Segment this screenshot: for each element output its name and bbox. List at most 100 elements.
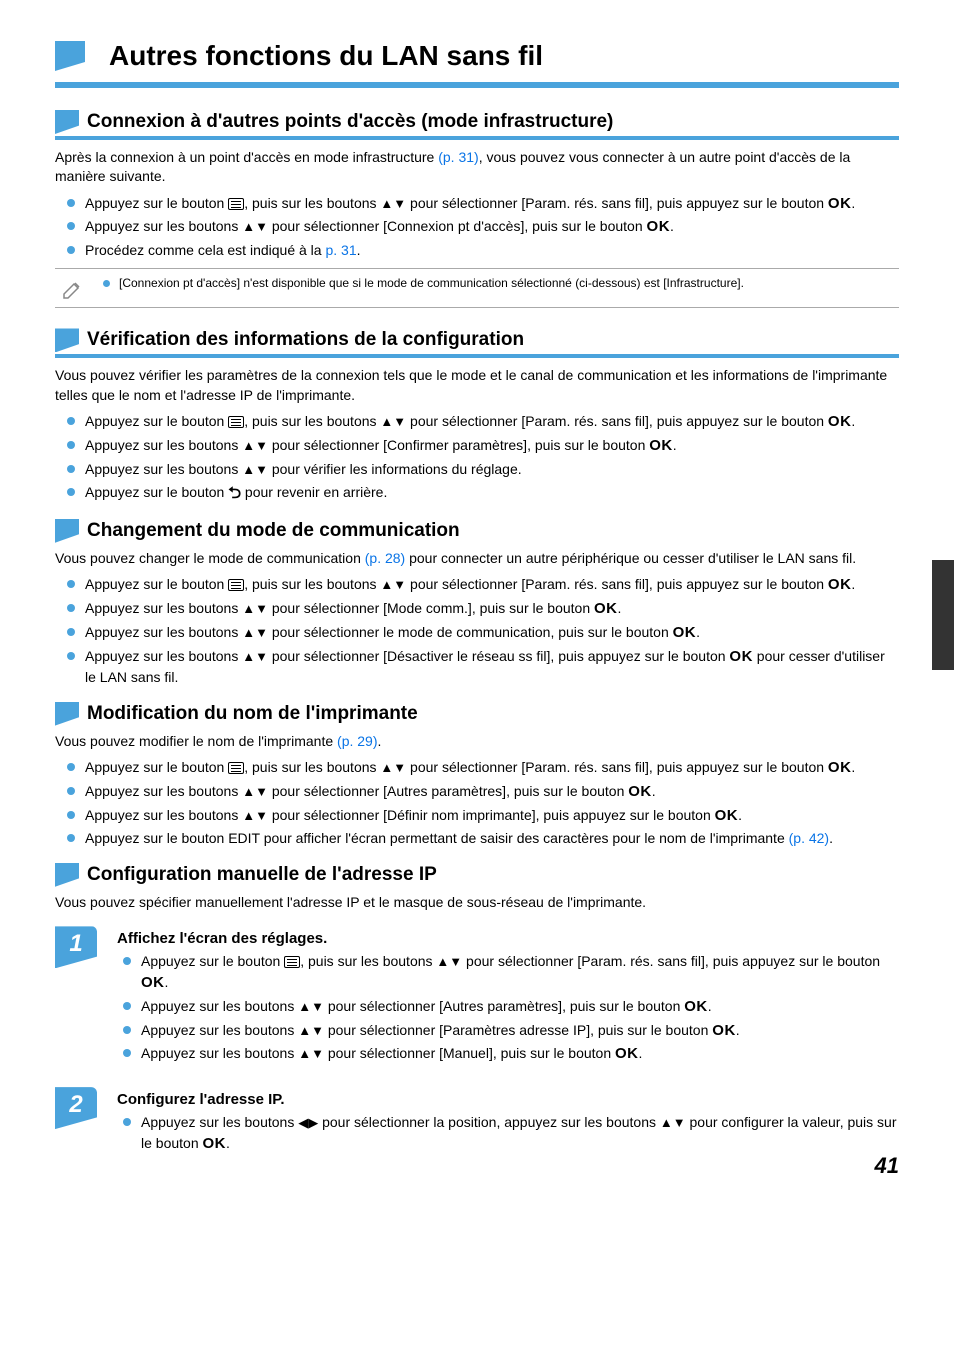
list-item: Appuyez sur le bouton , puis sur les bou… xyxy=(85,574,899,596)
list-item: Appuyez sur le bouton ⮌ pour revenir en … xyxy=(85,482,899,505)
list-item: Appuyez sur les boutons ◀▶ pour sélectio… xyxy=(141,1112,899,1155)
page-number: 41 xyxy=(875,1153,899,1179)
ok-label: OK xyxy=(649,437,673,454)
ok-label: OK xyxy=(712,1022,736,1039)
section-4-heading-row: Modification du nom de l'imprimante xyxy=(55,702,899,726)
step-2-content: Configurez l'adresse IP. Appuyez sur les… xyxy=(117,1087,899,1163)
up-down-icon: ▲▼ xyxy=(242,808,268,823)
step-1-list: Appuyez sur le bouton , puis sur les bou… xyxy=(117,951,899,1065)
section-2-heading: Vérification des informations de la conf… xyxy=(87,329,524,351)
page-ref-link[interactable]: (p. 28) xyxy=(365,550,405,566)
ok-label: OK xyxy=(628,783,652,800)
step-1-row: 1 Affichez l'écran des réglages. Appuyez… xyxy=(55,926,899,1073)
up-down-icon: ▲▼ xyxy=(242,649,268,664)
section-1-list: Appuyez sur le bouton , puis sur les bou… xyxy=(55,193,899,261)
page-title-row: Autres fonctions du LAN sans fil xyxy=(55,40,899,72)
page-ref-link[interactable]: (p. 29) xyxy=(337,733,377,749)
up-down-icon: ▲▼ xyxy=(380,414,406,429)
ok-label: OK xyxy=(684,998,708,1015)
up-down-icon: ▲▼ xyxy=(242,438,268,453)
list-item: Appuyez sur le bouton , puis sur les bou… xyxy=(85,193,899,215)
list-item: Appuyez sur les boutons ▲▼ pour sélectio… xyxy=(141,1043,899,1065)
list-item: Appuyez sur le bouton EDIT pour afficher… xyxy=(85,828,899,848)
pencil-note-icon xyxy=(61,277,85,301)
section-3-intro: Vous pouvez changer le mode de communica… xyxy=(55,549,899,569)
up-down-icon: ▲▼ xyxy=(298,999,324,1014)
note-list: [Connexion pt d'accès] n'est disponible … xyxy=(99,275,899,292)
ok-label: OK xyxy=(141,974,165,991)
section-1-heading: Connexion à d'autres points d'accès (mod… xyxy=(87,111,613,133)
list-item: Appuyez sur les boutons ▲▼ pour sélectio… xyxy=(85,781,899,803)
section-2-heading-row: Vérification des informations de la conf… xyxy=(55,328,899,352)
list-item: Appuyez sur les boutons ▲▼ pour sélectio… xyxy=(85,805,899,827)
section-1-intro: Après la connexion à un point d'accès en… xyxy=(55,148,899,187)
section-1-heading-row: Connexion à d'autres points d'accès (mod… xyxy=(55,110,899,134)
up-down-icon: ▲▼ xyxy=(436,954,462,969)
menu-icon xyxy=(228,762,244,774)
section-3-list: Appuyez sur le bouton , puis sur les bou… xyxy=(55,574,899,687)
menu-icon xyxy=(228,416,244,428)
left-right-icon: ◀▶ xyxy=(298,1115,318,1130)
ok-label: OK xyxy=(828,576,852,593)
ok-label: OK xyxy=(615,1045,639,1062)
up-down-icon: ▲▼ xyxy=(298,1023,324,1038)
section-3-heading-row: Changement du mode de communication xyxy=(55,519,899,543)
list-item: Appuyez sur les boutons ▲▼ pour sélectio… xyxy=(141,996,899,1018)
list-item: Appuyez sur les boutons ▲▼ pour vérifier… xyxy=(85,459,899,480)
step-2-list: Appuyez sur les boutons ◀▶ pour sélectio… xyxy=(117,1112,899,1155)
section-5-intro: Vous pouvez spécifier manuellement l'adr… xyxy=(55,893,899,913)
ok-label: OK xyxy=(828,413,852,430)
step-badge: 2 xyxy=(55,1087,97,1129)
ok-label: OK xyxy=(647,218,671,235)
page-title: Autres fonctions du LAN sans fil xyxy=(109,40,543,72)
section-4-heading: Modification du nom de l'imprimante xyxy=(87,703,418,725)
page-ref-link[interactable]: p. 31 xyxy=(325,242,356,258)
step-1-content: Affichez l'écran des réglages. Appuyez s… xyxy=(117,926,899,1073)
section-bullet-icon xyxy=(55,863,79,887)
step-2-row: 2 Configurez l'adresse IP. Appuyez sur l… xyxy=(55,1087,899,1163)
up-down-icon: ▲▼ xyxy=(380,196,406,211)
note-item: [Connexion pt d'accès] n'est disponible … xyxy=(119,275,899,292)
list-item: Appuyez sur le bouton , puis sur les bou… xyxy=(85,411,899,433)
section-bullet-icon xyxy=(55,519,79,543)
list-item: Appuyez sur le bouton , puis sur les bou… xyxy=(141,951,899,994)
title-bullet-icon xyxy=(55,41,85,71)
list-item: Appuyez sur les boutons ▲▼ pour sélectio… xyxy=(85,622,899,644)
ok-label: OK xyxy=(729,648,753,665)
step-badge: 1 xyxy=(55,926,97,968)
up-down-icon: ▲▼ xyxy=(298,1046,324,1061)
up-down-icon: ▲▼ xyxy=(242,784,268,799)
section-2-intro: Vous pouvez vérifier les paramètres de l… xyxy=(55,366,899,405)
side-tab xyxy=(932,560,954,670)
section-4-intro: Vous pouvez modifier le nom de l'imprima… xyxy=(55,732,899,752)
ok-label: OK xyxy=(673,624,697,641)
list-item: Appuyez sur le bouton , puis sur les bou… xyxy=(85,757,899,779)
list-item: Appuyez sur les boutons ▲▼ pour sélectio… xyxy=(141,1020,899,1042)
section-underline xyxy=(55,136,899,140)
title-underline xyxy=(55,82,899,88)
up-down-icon: ▲▼ xyxy=(242,625,268,640)
menu-icon xyxy=(284,956,300,968)
section-bullet-icon xyxy=(55,110,79,134)
ok-label: OK xyxy=(594,600,618,617)
text: Après la connexion à un point d'accès en… xyxy=(55,149,438,165)
section-4-list: Appuyez sur le bouton , puis sur les bou… xyxy=(55,757,899,849)
list-item: Procédez comme cela est indiqué à la p. … xyxy=(85,240,899,260)
ok-label: OK xyxy=(828,195,852,212)
list-item: Appuyez sur les boutons ▲▼ pour sélectio… xyxy=(85,646,899,688)
section-2-list: Appuyez sur le bouton , puis sur les bou… xyxy=(55,411,899,505)
step-1-title: Affichez l'écran des réglages. xyxy=(117,930,899,947)
section-underline xyxy=(55,354,899,358)
ok-label: OK xyxy=(715,807,739,824)
page-ref-link[interactable]: (p. 42) xyxy=(789,830,829,846)
section-5-heading-row: Configuration manuelle de l'adresse IP xyxy=(55,863,899,887)
list-item: Appuyez sur les boutons ▲▼ pour sélectio… xyxy=(85,435,899,457)
section-bullet-icon xyxy=(55,328,79,352)
section-5-heading: Configuration manuelle de l'adresse IP xyxy=(87,864,437,886)
step-2-title: Configurez l'adresse IP. xyxy=(117,1091,899,1108)
ok-label: OK xyxy=(828,759,852,776)
back-icon: ⮌ xyxy=(228,482,241,505)
page-ref-link[interactable]: (p. 31) xyxy=(438,149,478,165)
up-down-icon: ▲▼ xyxy=(380,760,406,775)
up-down-icon: ▲▼ xyxy=(380,577,406,592)
